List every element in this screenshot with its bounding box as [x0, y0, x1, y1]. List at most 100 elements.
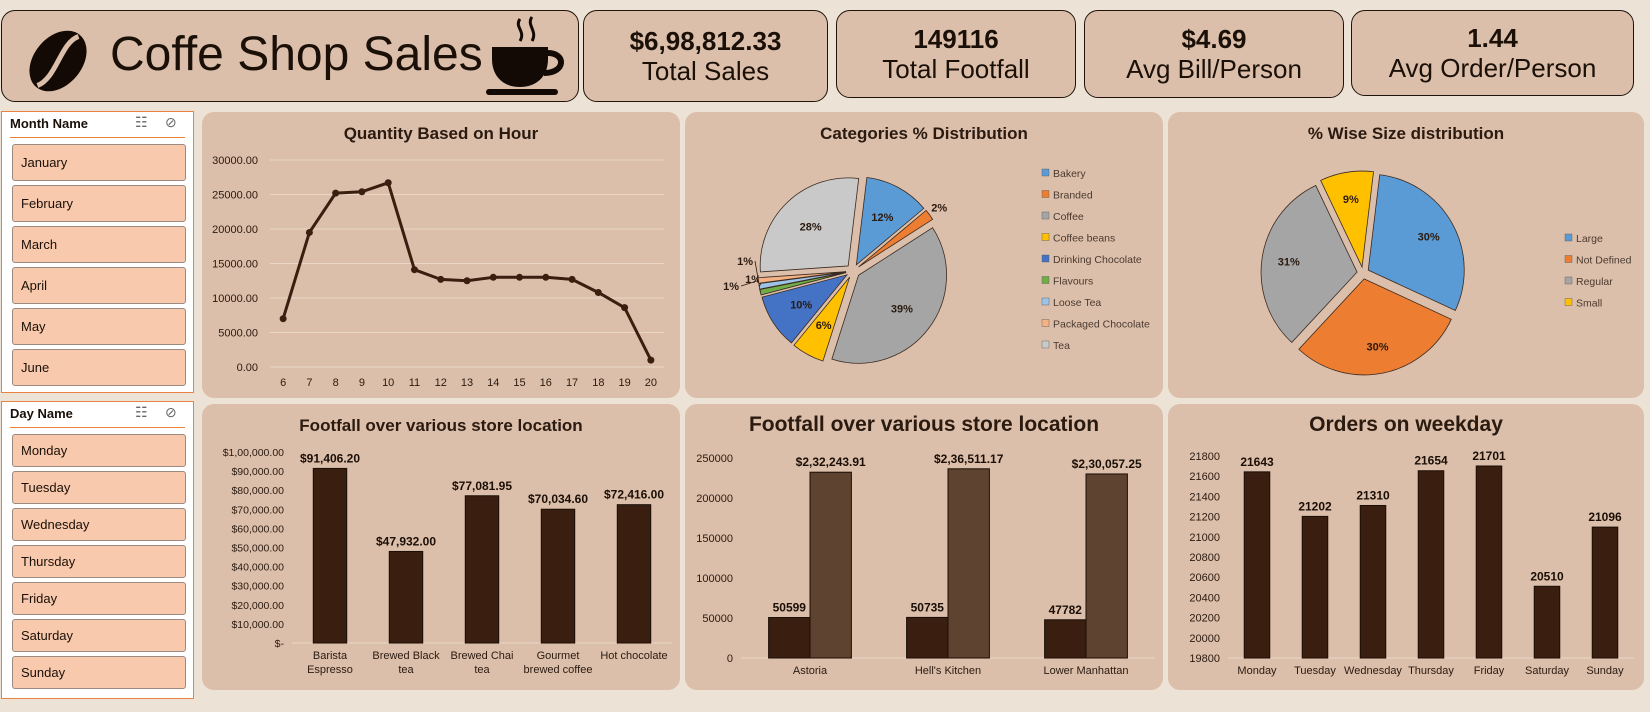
- slicer-item-april[interactable]: April: [12, 267, 186, 304]
- y-tick-label: 20200: [1189, 613, 1220, 625]
- x-tick-label: Lower Manhattan: [1044, 665, 1129, 677]
- pie-slice: [831, 227, 947, 364]
- data-label: 1%: [737, 256, 753, 268]
- bar: [312, 467, 348, 644]
- data-label: $2,36,511.17: [934, 452, 1004, 466]
- x-tick-label: Sunday: [1586, 665, 1624, 677]
- pie-slice: [793, 276, 851, 362]
- slicer-item-sunday[interactable]: Sunday: [12, 656, 186, 689]
- pie-slice: [761, 274, 849, 344]
- y-tick-label: 0: [727, 653, 733, 665]
- data-label: $2,30,057.25: [1072, 457, 1142, 471]
- pie-slice: [757, 271, 847, 284]
- kpi-label: Avg Order/Person: [1388, 53, 1597, 83]
- bar: [947, 468, 990, 659]
- data-point: [410, 266, 418, 274]
- data-point: [489, 273, 497, 281]
- data-label: 28%: [800, 221, 822, 233]
- x-tick-label: 10: [382, 377, 394, 389]
- data-label: 1%: [745, 274, 761, 286]
- x-tick-label: Wednesday: [1344, 665, 1402, 677]
- chart-panel-weekday: Orders on weekday 19800 20000 20200 20400 206…: [1168, 404, 1644, 690]
- x-tick-label: 17: [566, 377, 578, 389]
- y-tick-label: $80,000.00: [231, 485, 284, 497]
- y-tick-label: 200000: [696, 493, 733, 505]
- slicer-item-tuesday[interactable]: Tuesday: [12, 471, 186, 504]
- x-tick-label: Friday: [1474, 665, 1505, 677]
- y-tick-label: $60,000.00: [231, 523, 284, 535]
- x-tick-label: Hot chocolate: [600, 650, 667, 662]
- x-tick-label: 15: [513, 377, 525, 389]
- kpi-total-footfall: 149116 Total Footfall: [836, 10, 1076, 98]
- y-tick-label: $1,00,000.00: [223, 447, 284, 459]
- bar: [540, 508, 576, 644]
- x-tick-label: 7: [306, 377, 312, 389]
- bar: [1301, 515, 1329, 659]
- data-label: $47,932.00: [376, 534, 436, 548]
- x-tick-label: Saturday: [1525, 665, 1570, 677]
- data-label: 6%: [816, 320, 832, 332]
- y-tick-label: $20,000.00: [231, 600, 284, 612]
- x-tick-label: tea: [398, 664, 414, 676]
- data-label: 10%: [790, 299, 812, 311]
- slicer-item-friday[interactable]: Friday: [12, 582, 186, 615]
- legend-swatch: [1564, 276, 1573, 285]
- pie-slice: [1320, 170, 1374, 269]
- x-tick-label: Espresso: [307, 664, 353, 676]
- x-tick-label: 14: [487, 377, 499, 389]
- kpi-avg-order: 1.44 Avg Order/Person: [1351, 10, 1634, 96]
- slicer-item-thursday[interactable]: Thursday: [12, 545, 186, 578]
- slicer-item-june[interactable]: June: [12, 349, 186, 386]
- x-tick-label: brewed coffee: [524, 664, 593, 676]
- data-label: 47782: [1049, 603, 1083, 617]
- kpi-avg-bill: $4.69 Avg Bill/Person: [1084, 10, 1344, 98]
- pie-slice: [855, 177, 925, 266]
- day-slicer: Day Name ☷ ⊘ Monday Tuesday Wednesday Th…: [1, 401, 194, 699]
- data-point: [463, 277, 471, 285]
- multi-select-icon[interactable]: ☷: [135, 404, 148, 420]
- data-point: [542, 273, 550, 281]
- bar: [1475, 465, 1503, 659]
- slicer-item-march[interactable]: March: [12, 226, 186, 263]
- kpi-label: Total Sales: [641, 56, 770, 86]
- y-tick-label: 50000: [702, 613, 733, 625]
- pie-slice: [758, 271, 847, 290]
- legend-swatch: [1564, 255, 1573, 263]
- multi-select-icon[interactable]: ☷: [135, 114, 148, 130]
- slicer-item-february[interactable]: February: [12, 185, 186, 222]
- x-tick-label: 9: [359, 377, 365, 389]
- legend-swatch: [1041, 168, 1050, 177]
- data-label: 50599: [773, 601, 807, 615]
- data-point: [332, 189, 340, 197]
- data-label: 21202: [1298, 499, 1332, 513]
- bar: [1044, 619, 1087, 659]
- x-tick-label: tea: [474, 664, 490, 676]
- data-label: $2,32,243.91: [796, 455, 866, 469]
- x-tick-label: Tuesday: [1294, 665, 1336, 677]
- clear-filter-icon[interactable]: ⊘: [165, 114, 177, 130]
- y-tick-label: 0.00: [237, 362, 258, 374]
- data-point: [384, 179, 392, 187]
- slicer-item-monday[interactable]: Monday: [12, 434, 186, 467]
- y-tick-label: 21200: [1189, 512, 1220, 524]
- x-tick-label: 8: [333, 377, 339, 389]
- y-tick-label: 21800: [1189, 451, 1220, 463]
- slicer-item-wednesday[interactable]: Wednesday: [12, 508, 186, 541]
- data-point: [647, 356, 655, 364]
- x-tick-label: Barista: [313, 650, 348, 662]
- slicer-item-may[interactable]: May: [12, 308, 186, 345]
- day-slicer-title: Day Name: [10, 406, 73, 421]
- month-slicer-title: Month Name: [10, 116, 88, 131]
- bar: [1243, 471, 1271, 659]
- slicer-item-january[interactable]: January: [12, 144, 186, 181]
- slicer-item-saturday[interactable]: Saturday: [12, 619, 186, 652]
- kpi-value: 149116: [913, 24, 999, 54]
- y-tick-label: 20600: [1189, 572, 1220, 584]
- y-tick-label: 100000: [696, 573, 733, 585]
- bar: [1533, 585, 1561, 659]
- x-tick-label: 12: [435, 377, 447, 389]
- legend-label: Bakery: [1053, 168, 1086, 180]
- clear-filter-icon[interactable]: ⊘: [165, 404, 177, 420]
- legend-swatch: [1041, 254, 1050, 263]
- x-tick-label: Brewed Black: [372, 650, 440, 662]
